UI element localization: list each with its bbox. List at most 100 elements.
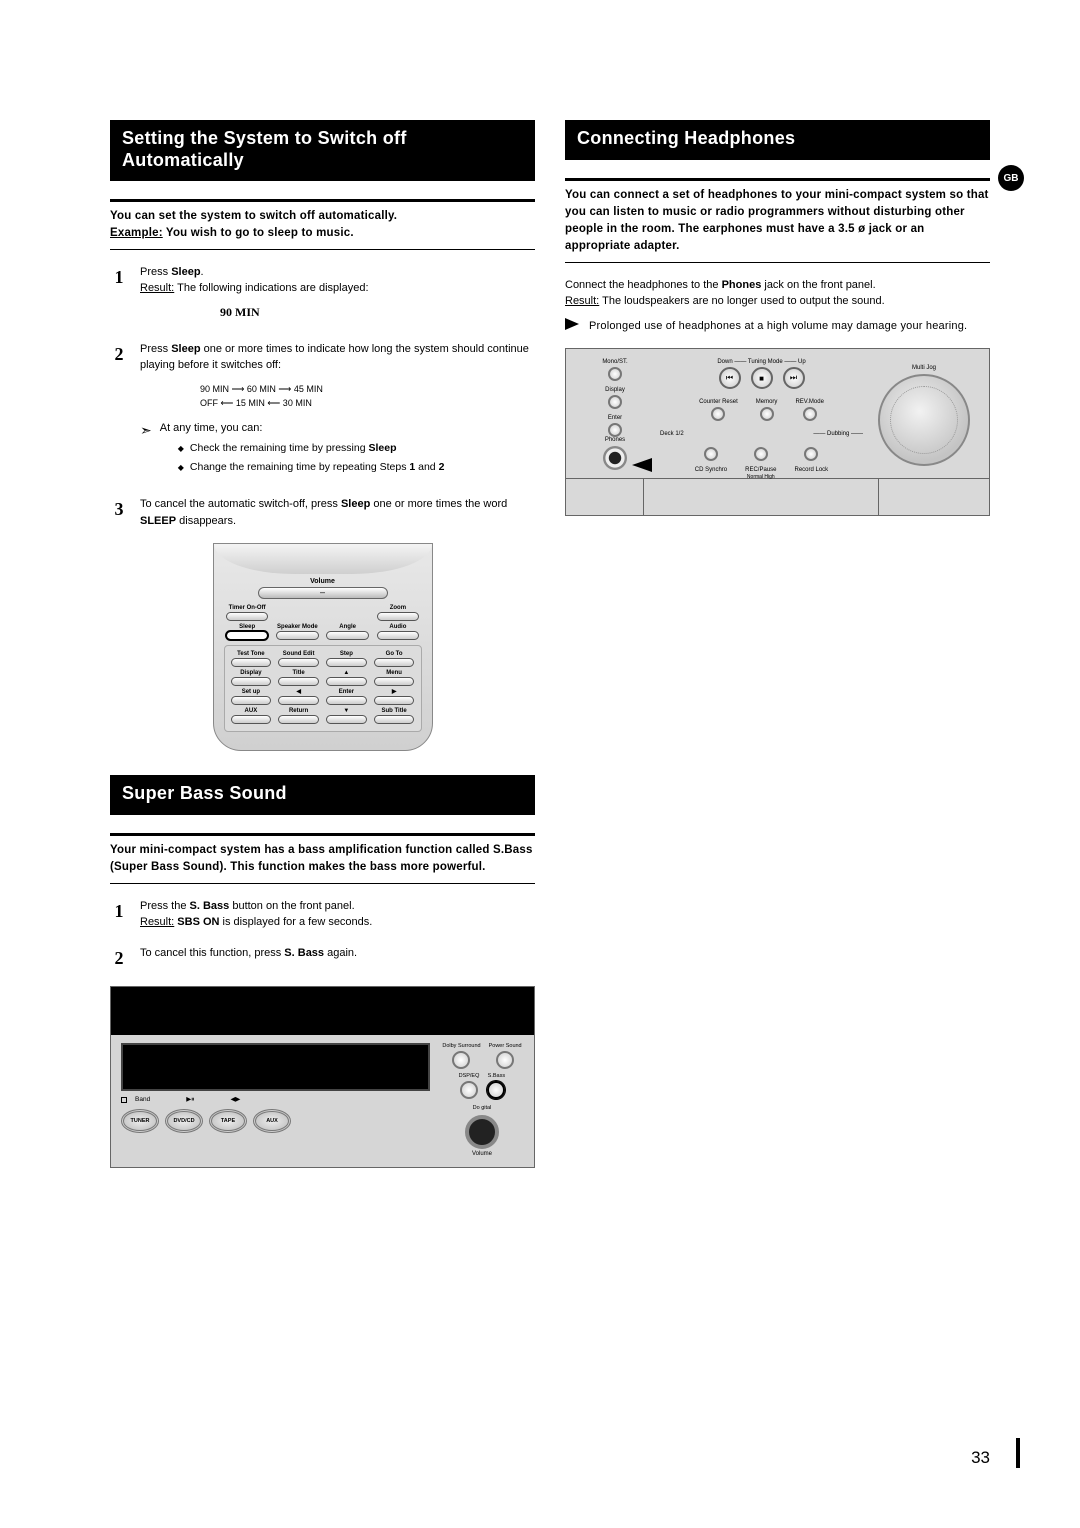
- left-column: Setting the System to Switch off Automat…: [110, 120, 535, 1168]
- label: Volume: [440, 1151, 524, 1157]
- text: S. Bass: [190, 900, 230, 912]
- dsp-button: [460, 1081, 478, 1099]
- text: one or more times the word: [370, 498, 507, 510]
- label: Mono/ST.: [576, 359, 654, 365]
- page-number: 33: [971, 1448, 990, 1468]
- btn-label: Set up: [229, 689, 274, 695]
- stop-icon: [121, 1097, 127, 1103]
- remote-row: Sleep Speaker Mode Angle Audio: [224, 624, 422, 641]
- text: again.: [324, 947, 357, 959]
- page: Setting the System to Switch off Automat…: [0, 0, 1080, 1228]
- text: To cancel the automatic switch-off, pres…: [140, 498, 341, 510]
- display-readout: 90 MIN: [220, 303, 535, 321]
- text: SBS ON: [174, 916, 219, 928]
- text: Press: [140, 266, 171, 278]
- text: Press: [140, 343, 171, 355]
- text: jack on the front panel.: [761, 279, 875, 291]
- remote-button: [231, 677, 271, 686]
- text: The loudspeakers are no longer used to o…: [599, 295, 884, 307]
- btn-label: Display: [229, 670, 274, 676]
- text: At any time, you can:: [160, 422, 263, 434]
- dolby-button: [452, 1051, 470, 1069]
- front-panel-sbass: Band ▶⏸ ◀▶ TUNER DVD/CD TAPE AUX: [110, 986, 535, 1168]
- row: CD Synchro REC/PauseNormal High Record L…: [695, 447, 828, 482]
- note-bullets: Check the remaining time by pressing Sle…: [178, 441, 445, 476]
- label: Dolby Surround: [442, 1043, 480, 1049]
- aux-button: AUX: [253, 1109, 291, 1133]
- step-3: 3 To cancel the automatic switch-off, pr…: [110, 496, 535, 529]
- text: is displayed for a few seconds.: [219, 916, 372, 928]
- hp-body: Connect the headphones to the Phones jac…: [565, 277, 990, 310]
- label: Deck 1/2: [660, 431, 684, 437]
- btn-label: Angle: [324, 624, 371, 630]
- remote-diagram: Volume Timer On-Off Zoom Sleep Speaker M…: [213, 543, 433, 751]
- volume-bar: [258, 587, 388, 599]
- divider: [565, 262, 990, 263]
- remote-button: [231, 696, 271, 705]
- mono-button: [608, 367, 622, 381]
- note-body: At any time, you can: Check the remainin…: [160, 420, 445, 478]
- volume-knob: [465, 1115, 499, 1149]
- panel-left: Band ▶⏸ ◀▶ TUNER DVD/CD TAPE AUX: [121, 1043, 430, 1157]
- btn-label: ◀: [276, 689, 321, 695]
- remote-button: [278, 658, 318, 667]
- remote-button: [278, 715, 318, 724]
- label: Do gital: [440, 1105, 524, 1111]
- rev-button: [803, 407, 817, 421]
- result-label: Result:: [140, 282, 174, 294]
- btn-label: ▼: [324, 708, 369, 714]
- label: Down —— Tuning Mode —— Up: [717, 359, 805, 365]
- remote-button: [278, 677, 318, 686]
- label: —— Dubbing ——: [813, 431, 863, 437]
- text: Press the: [140, 900, 190, 912]
- warning-text: Prolonged use of headphones at a high vo…: [589, 318, 967, 335]
- step-body: Press the S. Bass button on the front pa…: [140, 898, 535, 931]
- remote-button: [374, 658, 414, 667]
- text: .: [201, 266, 204, 278]
- section-title-sleep: Setting the System to Switch off Automat…: [110, 120, 535, 181]
- divider: [565, 178, 990, 181]
- sleep-steps: 1 Press Sleep. Result: The following ind…: [110, 264, 535, 530]
- btn-label: Zoom: [374, 605, 421, 611]
- memory-button: [760, 407, 774, 421]
- text: Sleep: [171, 266, 200, 278]
- front-panel-headphones: Mono/ST. Display Enter Phones: [565, 348, 990, 516]
- page-bar: [1016, 1438, 1020, 1468]
- panel-right: Dolby Surround Power Sound DSP/EQ S.Bass…: [440, 1043, 524, 1157]
- text: Check the remaining time by pressing: [190, 442, 369, 454]
- prev-button: ⏮: [719, 367, 741, 389]
- remote-button: [326, 658, 366, 667]
- btn-label: Audio: [374, 624, 421, 630]
- panel-left: Mono/ST. Display Enter Phones: [576, 359, 654, 472]
- bullet: Change the remaining time by repeating S…: [178, 460, 445, 476]
- sleep-intro: You can set the system to switch off aut…: [110, 208, 535, 243]
- panel-functions: TUNER DVD/CD TAPE AUX: [121, 1109, 430, 1133]
- step-number: 1: [110, 898, 128, 931]
- remote-button: [278, 696, 318, 705]
- note-icon: ➣: [140, 420, 152, 478]
- remote-button: [231, 715, 271, 724]
- text: Example:: [110, 227, 163, 239]
- flow-line-2: OFF ⟵ 15 MIN ⟵ 30 MIN: [200, 396, 535, 410]
- btn-label: Go To: [372, 651, 417, 657]
- enter-button: [608, 423, 622, 437]
- jog-dial: [878, 374, 970, 466]
- dvdcd-button: DVD/CD: [165, 1109, 203, 1133]
- text: To cancel this function, press: [140, 947, 284, 959]
- stop-button: ■: [751, 367, 773, 389]
- text: SLEEP: [140, 515, 176, 527]
- text: The following indications are displayed:: [174, 282, 368, 294]
- remote-button: [231, 658, 271, 667]
- btn-label: Test Tone: [229, 651, 274, 657]
- panel-top: Mono/ST. Display Enter Phones: [566, 349, 989, 479]
- pointer-icon: [632, 458, 652, 472]
- step-body: To cancel the automatic switch-off, pres…: [140, 496, 535, 529]
- power-sound-button: [496, 1051, 514, 1069]
- panel-right: Multi Jog: [869, 359, 979, 472]
- rec-button: [754, 447, 768, 461]
- counter-button: [711, 407, 725, 421]
- phones-area: Phones: [576, 437, 654, 470]
- label: Display: [576, 387, 654, 393]
- remote-button: [377, 612, 420, 621]
- remote-section: Test Tone Sound Edit Step Go To Display …: [224, 645, 422, 732]
